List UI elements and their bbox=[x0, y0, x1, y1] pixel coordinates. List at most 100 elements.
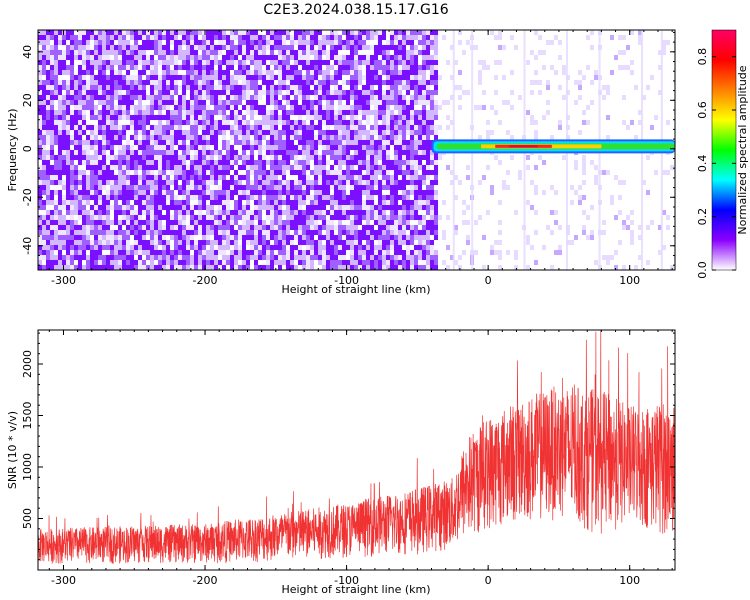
heatmap-cell bbox=[182, 60, 186, 65]
heatmap-cell bbox=[114, 135, 118, 140]
heatmap-cell bbox=[218, 30, 222, 35]
heatmap-cell bbox=[110, 70, 114, 75]
heatmap-cell bbox=[318, 170, 322, 175]
heatmap-cell bbox=[90, 245, 94, 250]
heatmap-cell bbox=[398, 240, 402, 245]
heatmap-cell bbox=[134, 110, 138, 115]
heatmap-cell bbox=[394, 160, 398, 165]
heatmap-cell bbox=[582, 180, 586, 185]
heatmap-cell bbox=[298, 45, 302, 50]
heatmap-cell bbox=[258, 195, 262, 200]
colorbar-tick-label: 0.6 bbox=[696, 101, 709, 119]
heatmap-cell bbox=[418, 200, 422, 205]
heatmap-cell bbox=[358, 175, 362, 180]
heatmap-cell bbox=[198, 245, 202, 250]
heatmap-cell bbox=[426, 145, 430, 150]
heatmap-cell bbox=[282, 50, 286, 55]
heatmap-cell bbox=[574, 235, 578, 240]
heatmap-cell bbox=[82, 65, 86, 70]
heatmap-cell bbox=[66, 265, 70, 270]
heatmap-cell bbox=[226, 190, 230, 195]
heatmap-cell bbox=[266, 240, 270, 245]
heatmap-cell bbox=[86, 215, 90, 220]
heatmap-cell bbox=[414, 155, 418, 160]
heatmap-cell bbox=[362, 255, 366, 260]
heatmap-cell bbox=[210, 250, 214, 255]
heatmap-cell bbox=[518, 170, 522, 175]
heatmap-cell bbox=[54, 235, 58, 240]
heatmap-cell bbox=[298, 75, 302, 80]
heatmap-cell bbox=[270, 220, 274, 225]
heatmap-cell bbox=[110, 100, 114, 105]
heatmap-cell bbox=[50, 125, 54, 130]
heatmap-cell bbox=[146, 155, 150, 160]
heatmap-cell bbox=[46, 35, 50, 40]
heatmap-cell bbox=[286, 75, 290, 80]
heatmap-cell bbox=[38, 65, 42, 70]
heatmap-cell bbox=[398, 50, 402, 55]
heatmap-cell bbox=[322, 130, 326, 135]
heatmap-cell bbox=[38, 55, 42, 60]
heatmap-cell bbox=[238, 100, 242, 105]
heatmap-cell bbox=[418, 230, 422, 235]
heatmap-cell bbox=[194, 185, 198, 190]
heatmap-cell bbox=[386, 240, 390, 245]
heatmap-cell bbox=[406, 30, 410, 35]
heatmap-cell bbox=[210, 220, 214, 225]
x-tick-label: 100 bbox=[619, 574, 640, 587]
heatmap-cell bbox=[286, 200, 290, 205]
heatmap-cell bbox=[342, 80, 346, 85]
heatmap-cell bbox=[250, 255, 254, 260]
heatmap-cell bbox=[38, 220, 42, 225]
heatmap-cell bbox=[298, 160, 302, 165]
heatmap-cell bbox=[434, 170, 438, 175]
heatmap-cell bbox=[318, 100, 322, 105]
heatmap-cell bbox=[106, 55, 110, 60]
heatmap-cell bbox=[210, 85, 214, 90]
heatmap-cell bbox=[294, 210, 298, 215]
heatmap-cell bbox=[38, 80, 42, 85]
heatmap-cell bbox=[370, 135, 374, 140]
heatmap-cell bbox=[338, 160, 342, 165]
heatmap-cell bbox=[354, 235, 358, 240]
heatmap-cell bbox=[382, 260, 386, 265]
heatmap-cell bbox=[106, 220, 110, 225]
heatmap-cell bbox=[314, 160, 318, 165]
heatmap-cell bbox=[418, 180, 422, 185]
heatmap-cell bbox=[62, 240, 66, 245]
heatmap-cell bbox=[430, 110, 434, 115]
heatmap-cell bbox=[354, 230, 358, 235]
heatmap-cell bbox=[422, 255, 426, 260]
heatmap-cell bbox=[38, 155, 42, 160]
heatmap-cell bbox=[134, 165, 138, 170]
heatmap-cell bbox=[254, 125, 258, 130]
heatmap-cell bbox=[58, 130, 62, 135]
heatmap-cell bbox=[534, 165, 538, 170]
heatmap-cell bbox=[234, 135, 238, 140]
heatmap-cell bbox=[366, 75, 370, 80]
heatmap-cell bbox=[78, 55, 82, 60]
heatmap-cell bbox=[70, 110, 74, 115]
heatmap-cell bbox=[310, 70, 314, 75]
heatmap-cell bbox=[354, 130, 358, 135]
heatmap-cell bbox=[334, 125, 338, 130]
heatmap-cell bbox=[150, 100, 154, 105]
heatmap-cell bbox=[50, 30, 54, 35]
heatmap-cell bbox=[446, 125, 450, 130]
heatmap-cell bbox=[186, 165, 190, 170]
heatmap-cell bbox=[330, 150, 334, 155]
heatmap-cell bbox=[270, 125, 274, 130]
heatmap-cell bbox=[66, 260, 70, 265]
heatmap-cell bbox=[274, 205, 278, 210]
heatmap-cell bbox=[498, 220, 502, 225]
heatmap-cell bbox=[298, 170, 302, 175]
heatmap-cell bbox=[218, 70, 222, 75]
heatmap-cell bbox=[106, 80, 110, 85]
heatmap-cell bbox=[310, 210, 314, 215]
heatmap-cell bbox=[318, 245, 322, 250]
heatmap-cell bbox=[406, 70, 410, 75]
heatmap-cell bbox=[102, 135, 106, 140]
heatmap-cell bbox=[186, 265, 190, 270]
heatmap-cell bbox=[438, 125, 442, 130]
heatmap-cell bbox=[406, 250, 410, 255]
